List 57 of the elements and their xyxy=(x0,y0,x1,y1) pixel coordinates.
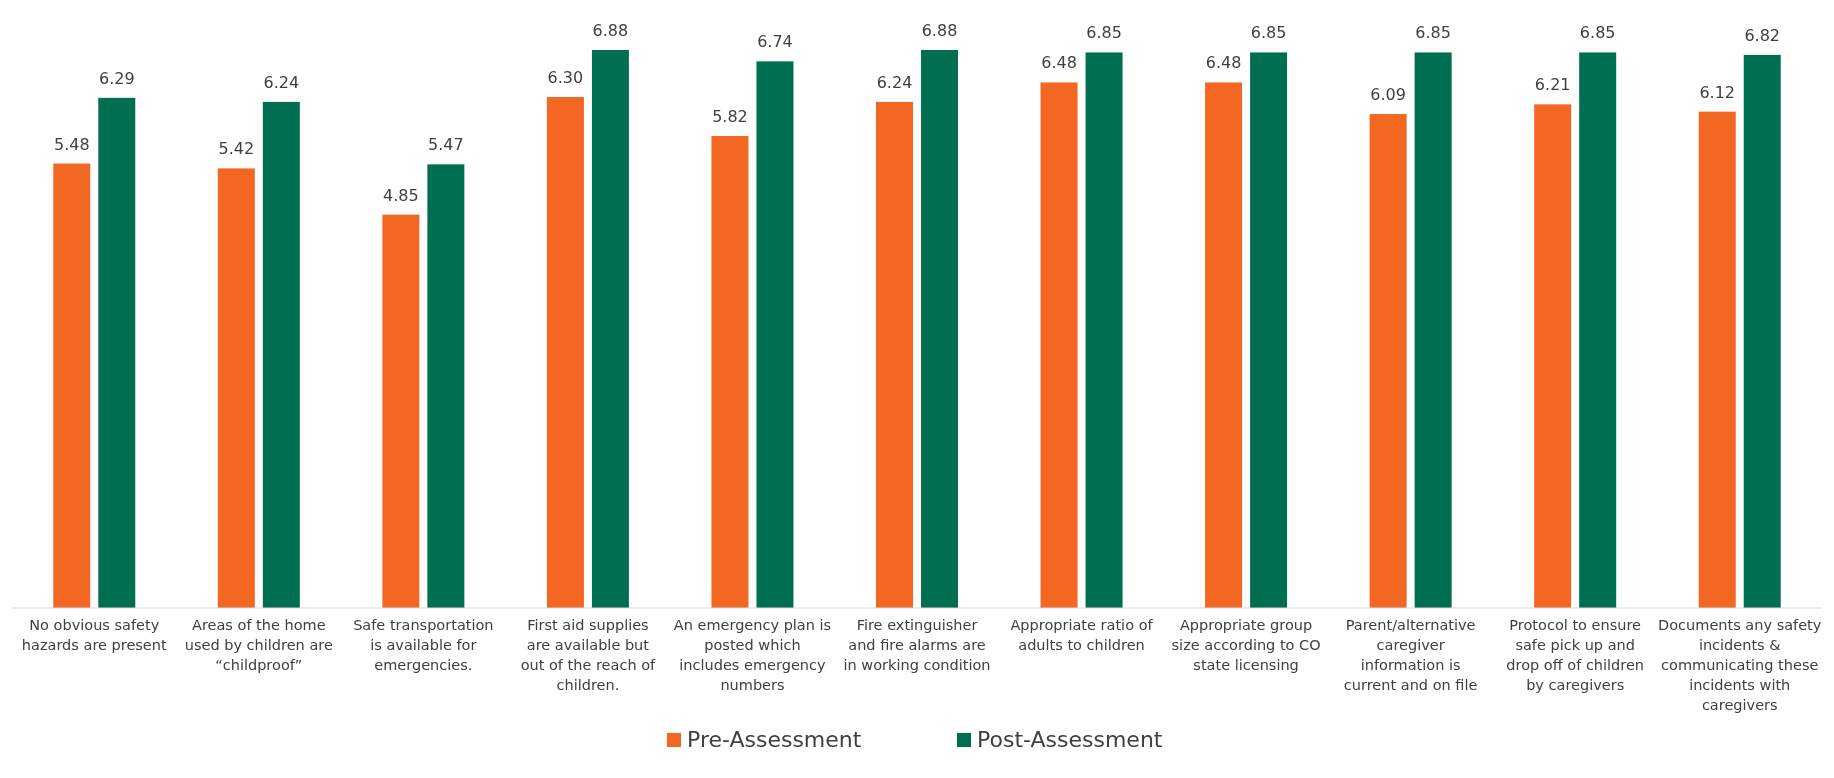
data-label: 6.85 xyxy=(1579,23,1616,43)
bar xyxy=(921,50,958,608)
data-label: 6.12 xyxy=(1699,82,1736,102)
bar xyxy=(546,97,584,608)
data-label: 6.30 xyxy=(547,68,584,88)
bar xyxy=(1579,52,1617,608)
data-label: 6.48 xyxy=(1205,53,1242,73)
data-label: 5.42 xyxy=(218,139,255,159)
data-label: 6.82 xyxy=(1744,25,1781,45)
data-label: 6.88 xyxy=(921,21,958,40)
bar xyxy=(1369,114,1407,608)
data-label: 6.85 xyxy=(1250,23,1287,43)
x-tick-label: An emergency plan is posted which includes emergency numbers xyxy=(673,617,832,693)
data-label: 5.48 xyxy=(53,134,90,154)
data-label: 6.74 xyxy=(757,32,793,52)
bar xyxy=(98,97,136,608)
data-label: 6.24 xyxy=(876,72,913,92)
bar xyxy=(1205,82,1243,608)
bar xyxy=(1040,82,1078,608)
x-tick-label: No obvious safety hazards are present xyxy=(21,617,167,653)
x-tick-label: Protocol to ensure safe pick up and drop off of children by caregivers xyxy=(1506,617,1645,693)
x-tick-label: Safe transportation is available for emergencies. xyxy=(353,617,494,673)
x-tick-label: First aid supplies are available but out of the reach of children. xyxy=(520,617,657,693)
bar xyxy=(711,135,749,608)
bar xyxy=(53,163,91,608)
bar xyxy=(217,168,255,608)
bar xyxy=(1743,54,1781,608)
x-tick-label: Appropriate group size according to CO state licensing xyxy=(1171,617,1321,673)
data-label: 6.29 xyxy=(98,68,135,88)
bar xyxy=(756,61,794,608)
data-label: 5.47 xyxy=(428,135,464,155)
bar xyxy=(876,101,913,608)
data-label: 6.85 xyxy=(1086,23,1122,43)
legend-label: Post-Assessment xyxy=(977,727,1163,752)
data-label: 6.88 xyxy=(592,21,629,40)
data-label: 6.48 xyxy=(1041,53,1077,73)
data-label: 6.21 xyxy=(1534,75,1571,95)
bar xyxy=(1085,52,1123,608)
bar xyxy=(382,214,420,608)
bar xyxy=(262,101,300,608)
data-label: 4.85 xyxy=(383,185,419,205)
x-tick-label: Documents any safety incidents & communicating these incidents with caregivers xyxy=(1658,617,1822,713)
x-tick-label: Areas of the home used by children are “childproof” xyxy=(184,617,333,673)
x-tick-label: Parent/alternative caregiver information is current and on file xyxy=(1343,617,1478,693)
x-tick-label: Appropriate ratio of adults to children xyxy=(1010,617,1154,653)
bar xyxy=(1250,52,1288,608)
bar xyxy=(1414,52,1452,608)
bar xyxy=(1698,111,1736,608)
data-label: 5.82 xyxy=(712,106,748,126)
bar xyxy=(427,164,465,608)
bar xyxy=(591,50,629,608)
bar xyxy=(1534,104,1572,608)
data-label: 6.24 xyxy=(263,72,300,92)
data-label: 6.85 xyxy=(1415,23,1451,43)
x-tick-label: Fire extinguisher and fire alarms are in working condition xyxy=(843,617,991,673)
data-label: 6.09 xyxy=(1370,85,1406,105)
legend-label: Pre-Assessment xyxy=(687,727,862,752)
